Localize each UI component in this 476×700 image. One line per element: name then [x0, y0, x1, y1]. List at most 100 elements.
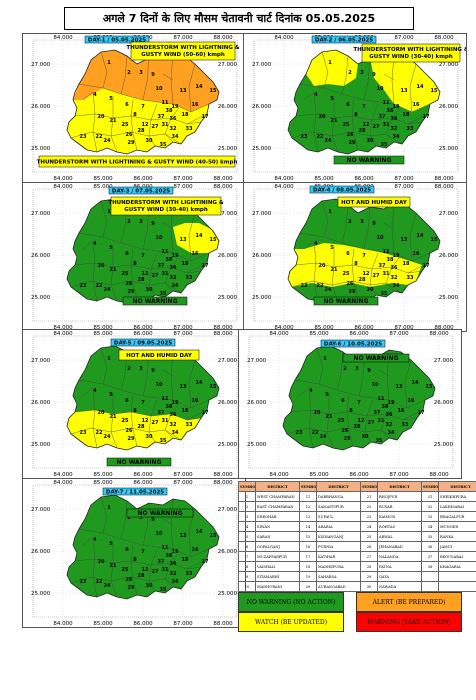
district-number: 28 [138, 128, 145, 134]
district-name: BANKA [438, 531, 476, 542]
district-number: 26 [342, 428, 349, 434]
warning-note: THUNDERSTORM WITH LIGHTINING & GUSTY WIND… [353, 47, 466, 60]
district-number: 26 [347, 281, 354, 287]
district-symbol: 25 [360, 531, 378, 542]
x-tick-label: 88.000 [213, 184, 233, 190]
district-number: 29 [349, 289, 356, 295]
district-number: 30 [146, 583, 153, 589]
district-number: 22 [317, 134, 324, 140]
district-symbol: 14 [299, 521, 317, 532]
district-name: SHEOHAR [255, 511, 300, 522]
district-number: 37 [379, 114, 386, 120]
district-number: 6 [125, 547, 129, 553]
district-number: 4 [93, 241, 97, 247]
district-number: 17 [423, 114, 430, 120]
district-number: 36 [391, 265, 398, 271]
district-number: 4 [93, 92, 97, 98]
district-number: 9 [151, 221, 155, 227]
district-number: 5 [109, 245, 113, 251]
x-tick-label: 87.000 [173, 176, 193, 182]
x-tick-label: 88.000 [429, 472, 449, 478]
district-number: 19 [172, 104, 179, 110]
district-symbol: 31 [421, 491, 439, 502]
district-symbol: 20 [299, 581, 317, 592]
x-tick-label: 84.000 [53, 472, 73, 478]
district-number: 19 [172, 253, 179, 259]
no-warning-box [333, 155, 405, 165]
y-tick-label: 26.000 [31, 400, 51, 406]
warning-note: HOT AND HUMID DAY [341, 200, 408, 206]
district-number: 26 [126, 281, 133, 287]
x-tick-label: 87.000 [173, 480, 193, 486]
district-symbol: 37 [421, 551, 439, 562]
table-header: SYMBOL [360, 481, 378, 492]
table-header: DISTRICT [316, 481, 361, 492]
district-symbol: 34 [421, 521, 439, 532]
district-number: 26 [126, 132, 133, 138]
district-symbol: 15 [299, 531, 317, 542]
district-number: 16 [192, 102, 199, 108]
district-number: 33 [407, 275, 414, 281]
x-tick-label: 87.000 [394, 184, 414, 190]
district-number: 22 [317, 283, 324, 289]
no-warning-label: NO WARNING [346, 157, 391, 164]
x-tick-label: 88.000 [213, 480, 233, 486]
x-tick-label: 87.000 [173, 184, 193, 190]
district-name: ROHTAS [377, 521, 422, 532]
state-outline [66, 494, 220, 600]
x-tick-label: 88.000 [429, 331, 449, 337]
district-number: 19 [393, 104, 400, 110]
district-number: 34 [393, 283, 400, 289]
district-number: 34 [172, 283, 179, 289]
district-name: VAISHALI [255, 561, 300, 572]
district-name: EAST CHAMPARAN [255, 501, 300, 512]
district-name: KAIMUR [377, 511, 422, 522]
district-number: 24 [104, 434, 111, 440]
district-legend: SYMBOLDISTRICTSYMBOLDISTRICTSYMBOLDISTRI… [238, 481, 476, 592]
district-number: 31 [383, 271, 390, 277]
district-name: NAWADA [377, 581, 422, 592]
y-tick-label: 27.000 [252, 211, 272, 217]
district-number: 14 [196, 233, 203, 239]
district-number: 8 [354, 261, 358, 267]
x-tick-label: 88.000 [213, 331, 233, 337]
warning-note-box [110, 196, 222, 216]
page-title: अगले 7 दिनों के लिए मौसम चेतावनी चार्ट द… [64, 7, 414, 30]
x-tick-label: 86.000 [133, 621, 153, 627]
district-number: 30 [146, 138, 153, 144]
y-tick-label: 25.000 [439, 146, 459, 152]
district-symbol: 8 [238, 561, 256, 572]
district-number: 3 [139, 366, 143, 372]
district-number: 14 [417, 84, 424, 90]
district-number: 13 [401, 88, 408, 94]
day-label-box [108, 186, 174, 195]
district-number: 24 [325, 138, 332, 144]
district-number: 7 [362, 104, 366, 110]
district-number: 7 [362, 253, 366, 259]
district-number: 34 [172, 579, 179, 585]
district-number: 6 [125, 398, 129, 404]
district-number: 32 [391, 126, 398, 132]
x-tick-label: 85.000 [93, 621, 113, 627]
district-number: 8 [133, 261, 137, 267]
day-label: DAY-1 / 05.05.2025 [88, 38, 146, 44]
district-number: 21 [110, 563, 117, 569]
district-number: 25 [122, 271, 129, 277]
day-label: DAY-5 / 09.05.2025 [114, 341, 172, 347]
district-number: 28 [359, 277, 366, 283]
x-tick-label: 84.000 [274, 35, 294, 41]
district-number: 20 [319, 263, 326, 269]
district-number: 25 [343, 122, 350, 128]
no-warning-box [342, 353, 410, 363]
x-tick-label: 85.000 [93, 184, 113, 190]
district-number: 2 [127, 515, 131, 521]
district-number: 5 [330, 245, 334, 251]
map-panel-day-1: 1 2 3 4 5 6 7 8 9 10 11 12 13 14 15 16 17 18 19 20 21 22 23 24 2… [22, 33, 246, 183]
table-row: 1 WEST CHAMPARAN 11 DARBHANGA 21 BHOJPUR 31 SHE… [238, 491, 476, 502]
district-number: 5 [109, 96, 113, 102]
district-symbol: 18 [299, 561, 317, 572]
y-tick-label: 27.000 [439, 211, 459, 217]
district-number: 17 [202, 114, 209, 120]
district-number: 36 [170, 265, 177, 271]
district-number: 6 [341, 398, 345, 404]
